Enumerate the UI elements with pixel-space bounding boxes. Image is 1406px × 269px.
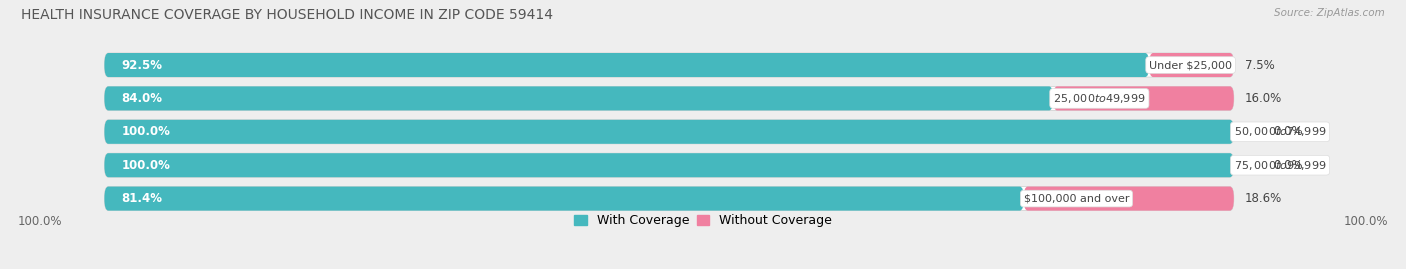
Legend: With Coverage, Without Coverage: With Coverage, Without Coverage — [569, 209, 837, 232]
FancyBboxPatch shape — [104, 120, 1234, 144]
Text: $75,000 to $99,999: $75,000 to $99,999 — [1234, 159, 1326, 172]
FancyBboxPatch shape — [1024, 187, 1234, 211]
Text: 100.0%: 100.0% — [121, 125, 170, 138]
FancyBboxPatch shape — [104, 153, 1234, 177]
FancyBboxPatch shape — [104, 187, 1024, 211]
Text: 81.4%: 81.4% — [121, 192, 162, 205]
FancyBboxPatch shape — [1149, 53, 1234, 77]
Text: 92.5%: 92.5% — [121, 59, 162, 72]
Text: 18.6%: 18.6% — [1246, 192, 1282, 205]
Text: Under $25,000: Under $25,000 — [1149, 60, 1232, 70]
FancyBboxPatch shape — [104, 120, 1234, 144]
Text: $100,000 and over: $100,000 and over — [1024, 194, 1129, 204]
Text: 0.0%: 0.0% — [1274, 159, 1303, 172]
Text: HEALTH INSURANCE COVERAGE BY HOUSEHOLD INCOME IN ZIP CODE 59414: HEALTH INSURANCE COVERAGE BY HOUSEHOLD I… — [21, 8, 553, 22]
FancyBboxPatch shape — [104, 86, 1053, 111]
Text: $50,000 to $74,999: $50,000 to $74,999 — [1234, 125, 1326, 138]
Text: 84.0%: 84.0% — [121, 92, 162, 105]
Text: 100.0%: 100.0% — [121, 159, 170, 172]
Text: 0.0%: 0.0% — [1274, 125, 1303, 138]
Text: 16.0%: 16.0% — [1246, 92, 1282, 105]
Text: 100.0%: 100.0% — [1344, 215, 1389, 228]
FancyBboxPatch shape — [1053, 86, 1234, 111]
FancyBboxPatch shape — [104, 153, 1234, 177]
FancyBboxPatch shape — [104, 53, 1149, 77]
Text: $25,000 to $49,999: $25,000 to $49,999 — [1053, 92, 1146, 105]
FancyBboxPatch shape — [104, 187, 1234, 211]
Text: 100.0%: 100.0% — [17, 215, 62, 228]
FancyBboxPatch shape — [104, 53, 1234, 77]
Text: 7.5%: 7.5% — [1246, 59, 1275, 72]
FancyBboxPatch shape — [104, 86, 1234, 111]
Text: Source: ZipAtlas.com: Source: ZipAtlas.com — [1274, 8, 1385, 18]
